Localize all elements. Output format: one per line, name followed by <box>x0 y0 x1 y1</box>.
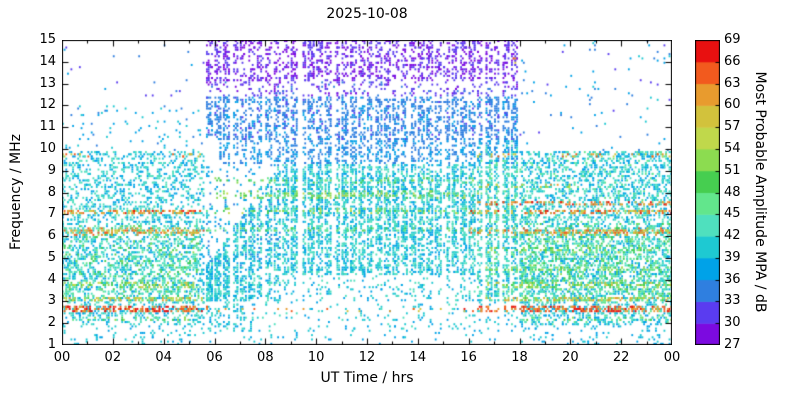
heatmap-plot-area <box>62 40 672 345</box>
y-axis-label: Frequency / MHz <box>8 134 24 250</box>
y-tick-label: 6 <box>47 228 56 244</box>
x-tick-label: 12 <box>358 350 376 365</box>
y-tick-label: 14 <box>39 53 56 69</box>
colorbar-tick-label: 66 <box>724 53 741 69</box>
y-tick-label: 2 <box>47 315 56 331</box>
x-axis-label: UT Time / hrs <box>320 370 414 386</box>
colorbar <box>695 40 720 345</box>
x-tick-label: 22 <box>612 350 630 365</box>
y-tick-label: 15 <box>39 32 56 47</box>
y-tick-label: 1 <box>47 337 56 352</box>
chart-title: 2025-10-08 <box>326 6 408 22</box>
x-tick-label: 16 <box>460 350 477 365</box>
colorbar-tick-label: 39 <box>724 249 741 265</box>
x-tick-label: 14 <box>409 350 427 365</box>
x-tick-label: 20 <box>562 350 579 365</box>
y-tick-label: 7 <box>47 206 56 222</box>
colorbar-tick-label: 57 <box>724 119 741 135</box>
colorbar-tick-label: 45 <box>724 206 741 222</box>
x-tick-label: 10 <box>307 350 325 365</box>
colorbar-label: Most Probable Amplitude MPA / dB <box>752 71 768 313</box>
y-tick-label: 4 <box>47 271 56 287</box>
x-tick-label: 08 <box>257 350 274 365</box>
colorbar-tick-label: 69 <box>724 32 741 47</box>
colorbar-tick-label: 30 <box>724 315 741 331</box>
colorbar-tick-label: 27 <box>724 337 741 352</box>
x-tick-label: 18 <box>511 350 528 365</box>
y-tick-label: 12 <box>39 97 56 113</box>
y-tick-label: 10 <box>39 140 56 156</box>
colorbar-tick-label: 54 <box>724 140 741 156</box>
y-tick-label: 11 <box>39 119 56 135</box>
y-tick-label: 13 <box>39 75 56 91</box>
x-tick-label: 02 <box>104 350 122 365</box>
x-tick-label: 00 <box>663 350 681 365</box>
colorbar-tick-label: 48 <box>724 184 741 200</box>
x-tick-label: 00 <box>53 350 71 365</box>
y-tick-label: 5 <box>47 249 56 265</box>
colorbar-tick-label: 51 <box>724 162 741 178</box>
colorbar-tick-label: 33 <box>724 293 741 309</box>
colorbar-tick-label: 63 <box>724 75 741 91</box>
colorbar-tick-label: 36 <box>724 271 741 287</box>
colorbar-tick-label: 42 <box>724 228 741 244</box>
y-tick-label: 8 <box>47 184 56 200</box>
y-tick-label: 3 <box>47 293 56 309</box>
y-tick-label: 9 <box>47 162 56 178</box>
x-tick-label: 04 <box>155 350 172 365</box>
colorbar-tick-label: 60 <box>724 97 741 113</box>
x-tick-label: 06 <box>206 350 223 365</box>
